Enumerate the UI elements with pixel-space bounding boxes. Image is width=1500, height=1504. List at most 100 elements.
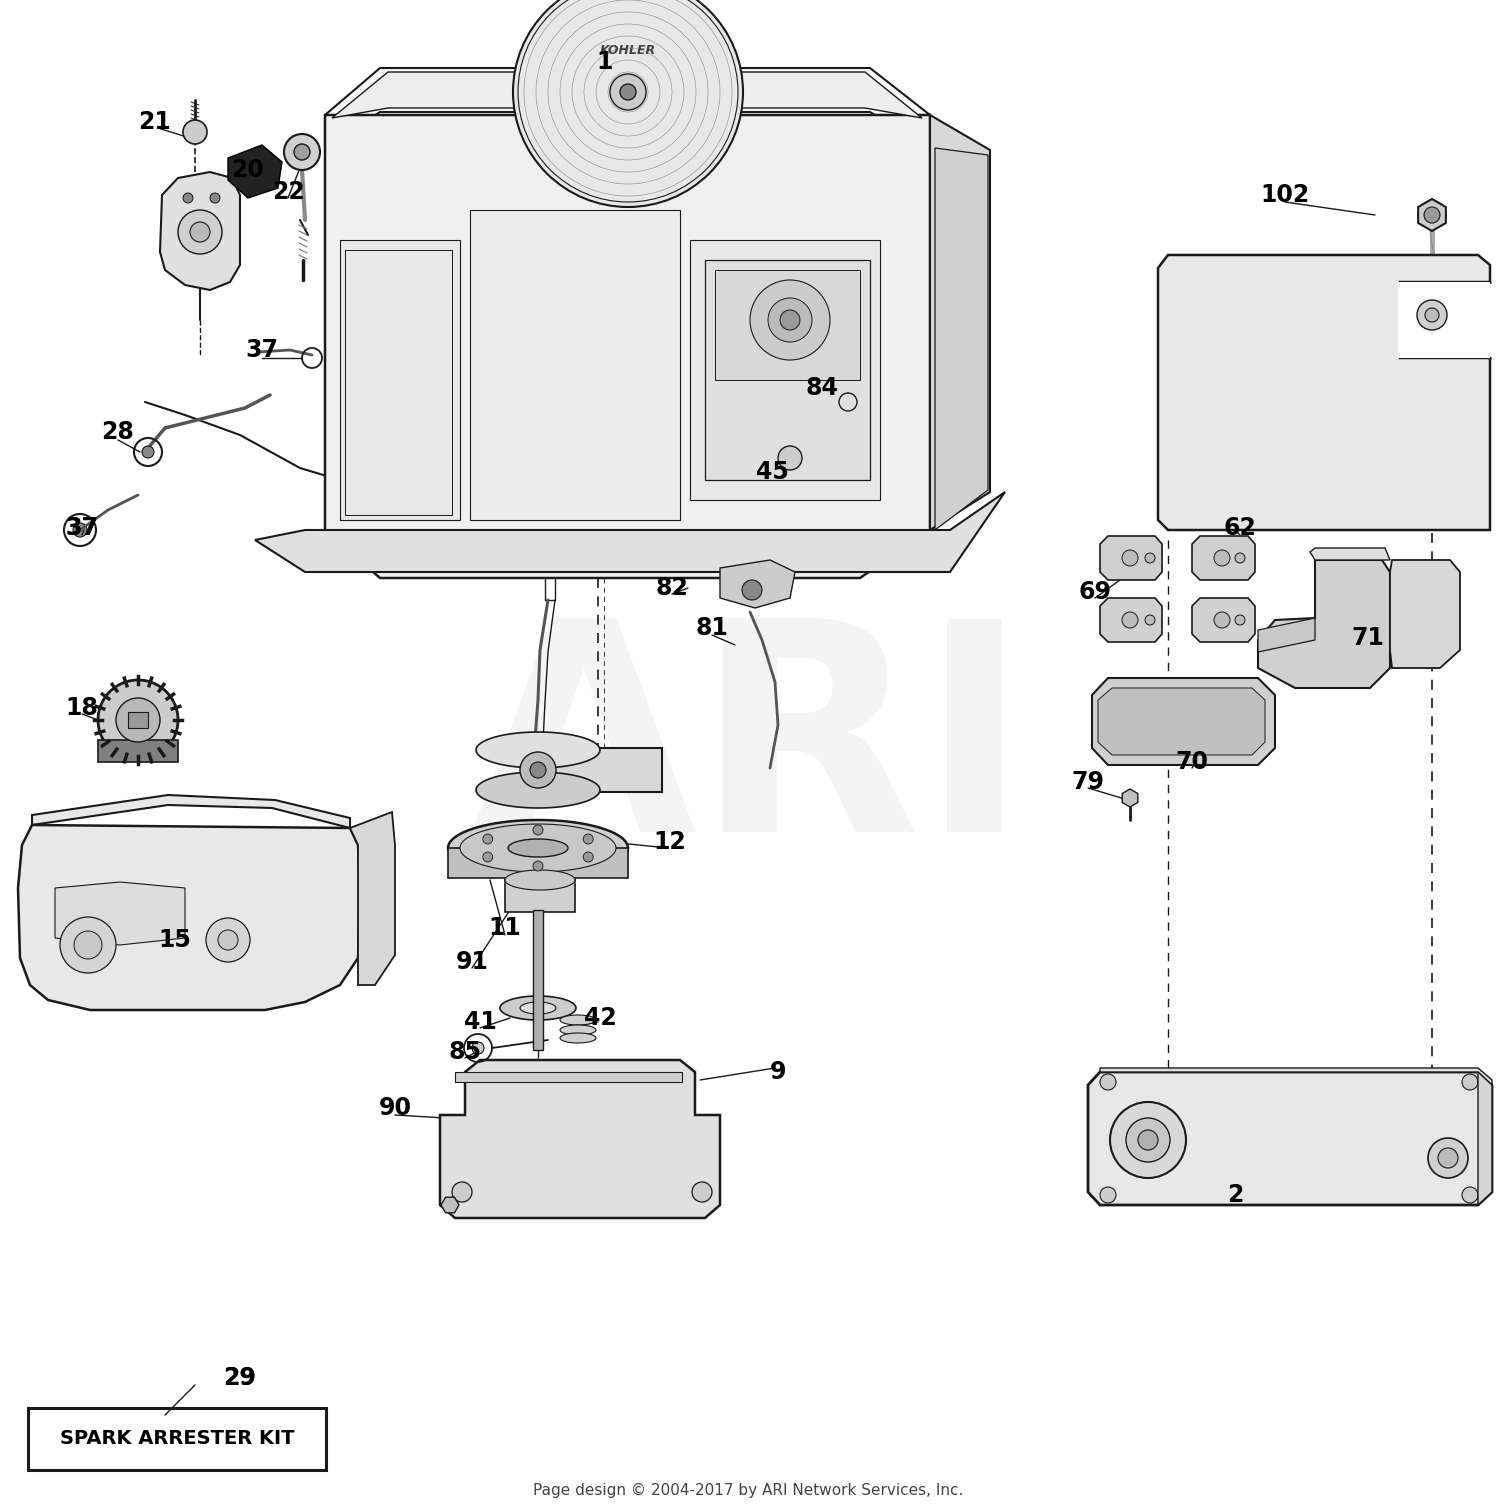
Circle shape — [116, 698, 160, 741]
Polygon shape — [18, 826, 360, 1011]
Text: 20: 20 — [231, 158, 264, 182]
Circle shape — [452, 1182, 472, 1202]
Polygon shape — [476, 772, 600, 808]
Text: 62: 62 — [1224, 516, 1257, 540]
Circle shape — [294, 144, 310, 159]
Polygon shape — [332, 72, 922, 117]
Text: 29: 29 — [224, 1366, 256, 1390]
Polygon shape — [128, 711, 148, 728]
Polygon shape — [560, 1026, 596, 1035]
Circle shape — [513, 0, 742, 208]
Text: 85: 85 — [448, 1039, 482, 1063]
Text: 84: 84 — [806, 376, 838, 400]
Polygon shape — [98, 740, 178, 763]
Polygon shape — [1192, 599, 1256, 642]
Polygon shape — [32, 796, 350, 829]
Polygon shape — [690, 241, 880, 499]
Polygon shape — [476, 732, 600, 769]
Polygon shape — [1478, 1072, 1492, 1205]
Circle shape — [1122, 550, 1138, 566]
Polygon shape — [470, 211, 680, 520]
Circle shape — [532, 860, 543, 871]
Circle shape — [210, 193, 220, 203]
Circle shape — [1418, 299, 1448, 329]
Polygon shape — [705, 260, 870, 480]
Circle shape — [98, 680, 178, 760]
Text: 15: 15 — [159, 928, 192, 952]
Polygon shape — [350, 812, 394, 985]
Polygon shape — [326, 68, 930, 147]
Circle shape — [742, 581, 762, 600]
Text: 45: 45 — [756, 460, 789, 484]
Circle shape — [1234, 615, 1245, 626]
Circle shape — [1428, 1139, 1468, 1178]
Polygon shape — [1418, 199, 1446, 232]
Polygon shape — [1100, 535, 1162, 581]
Text: Page design © 2004-2017 by ARI Network Services, Inc.: Page design © 2004-2017 by ARI Network S… — [532, 1483, 963, 1498]
Polygon shape — [720, 559, 795, 608]
Circle shape — [190, 223, 210, 242]
Polygon shape — [1098, 687, 1264, 755]
Text: 21: 21 — [138, 110, 171, 134]
Text: 22: 22 — [272, 180, 304, 205]
Polygon shape — [454, 1072, 682, 1081]
Text: 9: 9 — [770, 1060, 786, 1084]
Circle shape — [483, 835, 494, 844]
Circle shape — [206, 917, 251, 963]
Text: 79: 79 — [1071, 770, 1104, 794]
Polygon shape — [255, 492, 1005, 572]
Circle shape — [1144, 615, 1155, 626]
Polygon shape — [1092, 678, 1275, 766]
Circle shape — [74, 931, 102, 960]
Polygon shape — [509, 839, 568, 857]
Circle shape — [778, 447, 802, 469]
Circle shape — [472, 1042, 484, 1054]
Text: 69: 69 — [1078, 581, 1112, 605]
Polygon shape — [448, 848, 628, 878]
Text: 102: 102 — [1260, 183, 1310, 208]
Polygon shape — [1398, 283, 1490, 358]
Text: 90: 90 — [378, 1096, 411, 1120]
Circle shape — [1425, 308, 1438, 322]
Polygon shape — [228, 144, 282, 199]
Circle shape — [1214, 612, 1230, 629]
Circle shape — [1100, 1187, 1116, 1203]
Text: 82: 82 — [656, 576, 688, 600]
Circle shape — [1438, 1148, 1458, 1169]
Polygon shape — [160, 171, 240, 290]
Text: 91: 91 — [456, 951, 489, 975]
Circle shape — [520, 752, 556, 788]
Polygon shape — [460, 824, 616, 872]
Polygon shape — [441, 1197, 459, 1212]
Circle shape — [1234, 553, 1245, 562]
Polygon shape — [440, 1060, 720, 1218]
Polygon shape — [520, 1002, 556, 1014]
Circle shape — [1126, 1117, 1170, 1163]
Circle shape — [1138, 1130, 1158, 1151]
Circle shape — [483, 851, 494, 862]
Polygon shape — [934, 147, 988, 529]
Text: 42: 42 — [584, 1006, 616, 1030]
Text: 37: 37 — [66, 516, 99, 540]
Text: KOHLER: KOHLER — [600, 44, 656, 57]
Polygon shape — [448, 820, 628, 875]
Text: 12: 12 — [654, 830, 687, 854]
Text: 81: 81 — [696, 617, 729, 641]
Polygon shape — [1258, 618, 1316, 653]
Circle shape — [60, 917, 116, 973]
Circle shape — [610, 74, 646, 110]
Circle shape — [1144, 553, 1155, 562]
Circle shape — [692, 1182, 712, 1202]
Polygon shape — [500, 996, 576, 1020]
Circle shape — [530, 763, 546, 778]
Circle shape — [217, 929, 238, 951]
Polygon shape — [1390, 559, 1460, 668]
Text: SPARK ARRESTER KIT: SPARK ARRESTER KIT — [60, 1429, 294, 1448]
Polygon shape — [716, 271, 860, 381]
Polygon shape — [1088, 1072, 1492, 1205]
Polygon shape — [532, 910, 543, 1050]
Circle shape — [1462, 1187, 1478, 1203]
Text: 28: 28 — [102, 420, 135, 444]
Text: 29: 29 — [224, 1366, 256, 1390]
Text: 37: 37 — [66, 516, 99, 540]
